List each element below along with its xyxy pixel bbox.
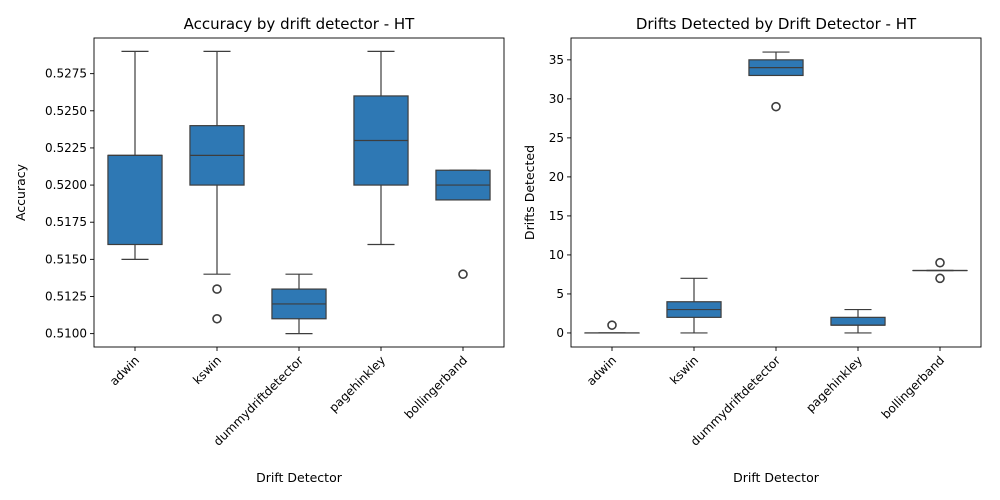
y-tick-label: 35 [549,53,564,67]
box-adwin [584,320,640,334]
y-tick-label: 0.5250 [45,104,87,118]
x-tick-label: bollingerband [402,353,470,421]
y-tick-label: 30 [549,92,564,106]
plot-frame [93,37,505,348]
outlier-point [212,313,222,324]
x-axis-label: Drift Detector [733,470,820,485]
x-axis-label: Drift Detector [256,470,343,485]
x-tick-label: bollingerband [879,353,947,421]
y-tick-label: 20 [549,170,564,184]
outlier-point [935,257,945,268]
box-bollingerband [435,169,491,280]
chart-title: Accuracy by drift detector - HT [184,15,415,33]
drifts-chart: Drifts Detected by Drift Detector - HT 0 5… [522,15,982,485]
x-tick-label: kswin [667,353,701,387]
outlier-point [212,284,222,294]
box-kswin [666,277,722,334]
box-pagehinkley [353,50,409,246]
plot-frame [570,37,982,348]
outlier-point [607,320,617,330]
x-tick-label: kswin [190,353,224,387]
x-tick-label: adwin [584,353,619,388]
box-adwin [107,50,163,260]
box-dummydriftdetector [271,273,327,335]
y-tick-label: 10 [549,248,564,262]
outlier-point [935,273,945,284]
box-bollingerband [912,257,968,284]
y-tick-label: 0.5200 [45,178,87,192]
box-pagehinkley [830,308,886,334]
y-tick-label: 5 [556,287,564,301]
outlier-point [458,269,468,280]
y-tick-label: 0 [556,326,564,340]
y-tick-label: 0.5175 [45,215,87,229]
y-axis-label: Accuracy [13,163,28,221]
y-axis-label: Drifts Detected [522,145,537,240]
y-tick-label: 0.5125 [45,289,87,303]
y-tick-label: 0.5100 [45,327,87,341]
x-tick-label: dummydriftdetector [688,353,783,448]
x-tick-label: dummydriftdetector [211,353,306,448]
accuracy-chart: Accuracy by drift detector - HT 0.5100 0.5… [13,15,505,485]
y-tick-label: 0.5275 [45,67,87,81]
y-tick-label: 15 [549,209,564,223]
y-tick-label: 25 [549,131,564,145]
y-tick-label: 0.5225 [45,141,87,155]
y-tick-label: 0.5150 [45,252,87,266]
box-dummydriftdetector [748,51,804,112]
x-tick-label: adwin [107,353,142,388]
iqr-box [830,316,886,326]
outlier-point [771,101,781,112]
x-tick-label: pagehinkley [803,353,865,415]
x-tick-label: pagehinkley [326,353,388,415]
chart-title: Drifts Detected by Drift Detector - HT [636,15,917,33]
box-kswin [189,50,245,324]
iqr-box [107,154,163,246]
